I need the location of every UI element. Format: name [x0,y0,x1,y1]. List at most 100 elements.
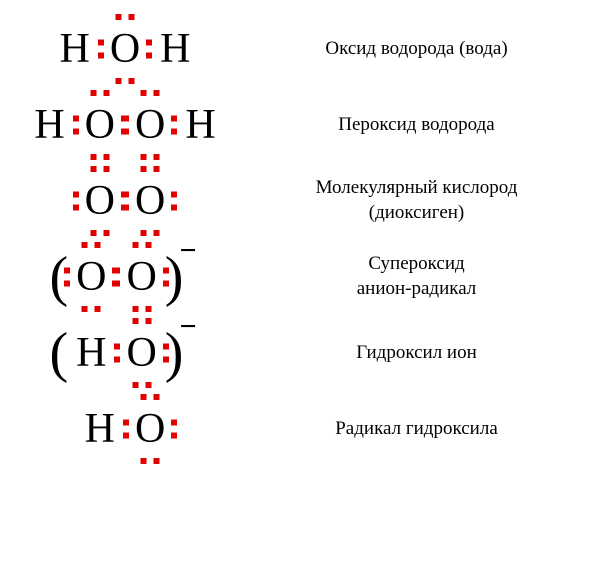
electron-dot [123,129,129,135]
electron-pair-bottom [132,382,151,388]
electron-dot [171,420,177,426]
electron-dot [141,90,147,96]
electron-dot [123,116,129,122]
structure-row: (OO)−Супероксиданион-радикал [10,248,583,306]
compound-label: Молекулярный кислород(диоксиген) [240,176,583,225]
charge-superscript: − [179,310,196,344]
electron-dot [163,344,169,350]
atom-h: H [55,20,93,78]
atom-o: O [81,96,119,154]
atom-symbol: O [126,332,156,374]
electron-dot [98,40,104,46]
compound-label: Оксид водорода (вода) [240,37,583,62]
lewis-formula: HO [75,400,176,458]
electron-dot [103,154,109,160]
atom-h: H [156,20,194,78]
formula-cell: (OO)− [10,248,240,306]
electron-dot [145,318,151,324]
atom-symbol: H [185,104,215,146]
formula-cell: HO [10,400,240,458]
structure-row: (HO)−Гидроксил ион [10,324,583,382]
lewis-formula: HOOH [24,96,225,154]
electron-dot [129,14,135,20]
atom-o: O [81,172,119,230]
atom-o: O [131,172,169,230]
electron-dot [90,230,96,236]
formula-cell: HOH [10,20,240,78]
electron-dot [90,154,96,160]
electron-pair-right [163,344,169,363]
electron-dot [103,90,109,96]
electron-dot [141,458,147,464]
atom-symbol: O [85,180,115,222]
electron-pair-top [90,166,109,172]
electron-dot [141,154,147,160]
electron-dot [141,394,147,400]
electron-dot [90,90,96,96]
electron-dot [123,205,129,211]
atom-symbol: O [135,408,165,450]
electron-dot [95,242,101,248]
charge-superscript: − [179,234,196,268]
electron-dot [154,458,160,464]
electron-pair-right [163,268,169,287]
electron-pair-top [82,242,101,248]
lewis-formula: OO [75,172,176,230]
compound-label: Радикал гидроксила [240,417,583,442]
electron-pair-top [141,90,160,96]
compound-label: Гидроксил ион [240,341,583,366]
electron-pair-right [171,116,177,135]
electron-dot [114,344,120,350]
electron-dot [132,382,138,388]
formula-cell: HOOH [10,96,240,154]
electron-dot [145,382,151,388]
atom-symbol: O [110,28,140,70]
electron-dot [123,433,129,439]
electron-pair-right [146,40,152,59]
electron-dot [90,166,96,172]
electron-dot [154,90,160,96]
compound-label: Супероксиданион-радикал [240,252,583,301]
electron-dot [116,14,122,20]
atom-o: O [131,96,169,154]
electron-pair-left [73,192,79,211]
atom-h: H [181,96,219,154]
atom-symbol: H [34,104,64,146]
atom-o: O [72,248,110,306]
electron-dot [95,306,101,312]
electron-dot [154,230,160,236]
electron-dot [64,281,70,287]
atom-h: H [30,96,68,154]
electron-pair-bottom [132,306,151,312]
structure-row: OO Молекулярный кислород(диоксиген) [10,172,583,230]
formula-cell: OO [10,172,240,230]
electron-dot [123,192,129,198]
atom-o: O [106,20,144,78]
electron-dot [141,166,147,172]
atom-o: O [122,324,160,382]
electron-dot [141,230,147,236]
electron-pair-left [123,116,129,135]
atom-o: O [122,248,160,306]
electron-pair-top [141,394,160,400]
atom-o: O [131,400,169,458]
electron-dot [171,129,177,135]
atom-symbol: H [160,28,190,70]
atom-symbol: H [76,332,106,374]
electron-dot [103,230,109,236]
electron-dot [146,53,152,59]
atom-symbol: O [135,180,165,222]
electron-dot [103,166,109,172]
electron-pair-bottom [141,458,160,464]
atom-symbol: O [85,104,115,146]
electron-dot [98,53,104,59]
electron-dot [114,281,120,287]
electron-dot [154,394,160,400]
electron-dot [82,242,88,248]
electron-dot [132,318,138,324]
electron-dot [163,281,169,287]
atom-symbol: H [59,28,89,70]
electron-pair-top [132,318,151,324]
electron-dot [171,116,177,122]
electron-dot [123,420,129,426]
